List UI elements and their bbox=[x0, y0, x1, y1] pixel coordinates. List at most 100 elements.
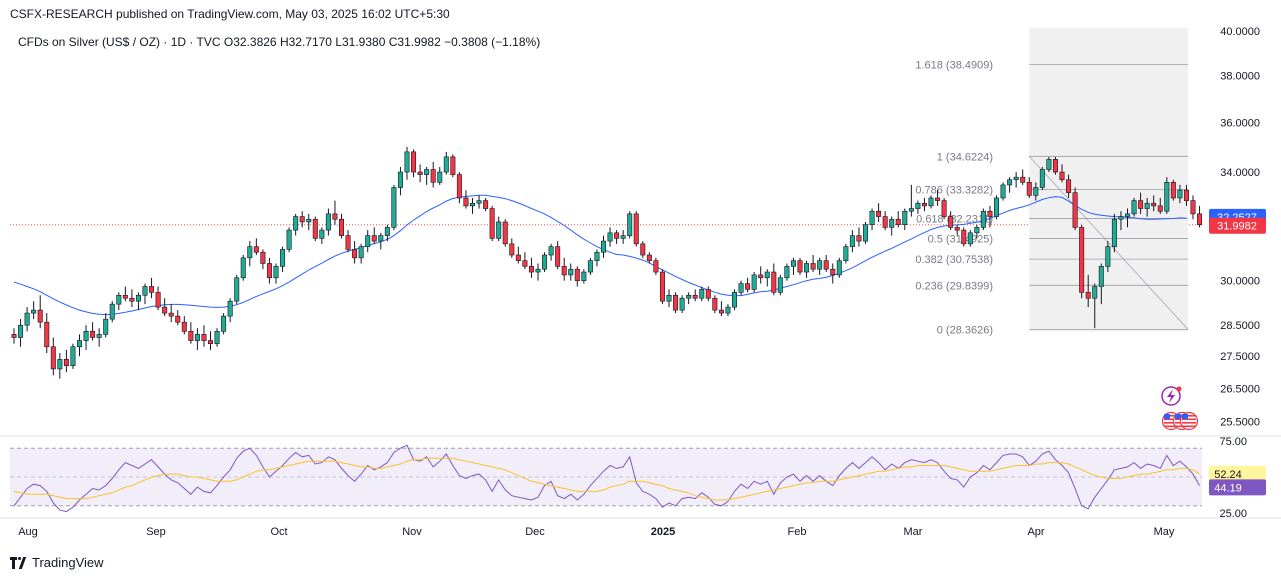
candle bbox=[908, 184, 914, 217]
candle bbox=[345, 230, 351, 253]
candle bbox=[849, 230, 855, 253]
rsi-ma-value-label: 52.24 bbox=[1214, 469, 1242, 481]
candle bbox=[155, 286, 161, 311]
y-tick-label: 30.0000 bbox=[1220, 276, 1260, 288]
candle-body bbox=[496, 221, 502, 239]
ma-layer bbox=[13, 194, 1187, 316]
candle-body bbox=[862, 224, 868, 242]
candle bbox=[1111, 213, 1117, 253]
candle-body bbox=[967, 232, 973, 245]
candle bbox=[974, 224, 980, 239]
candle bbox=[77, 334, 83, 357]
candle bbox=[561, 257, 567, 281]
candle bbox=[168, 304, 174, 323]
candle-body bbox=[44, 321, 50, 348]
candle bbox=[109, 301, 115, 323]
candle-body bbox=[528, 266, 534, 273]
candle bbox=[319, 227, 325, 244]
candle bbox=[921, 197, 927, 212]
candle-body bbox=[443, 156, 449, 173]
candle-body bbox=[129, 297, 135, 302]
candle-body bbox=[371, 235, 377, 242]
candle bbox=[463, 190, 469, 209]
candle-body bbox=[1190, 200, 1196, 215]
candle-body bbox=[260, 251, 266, 264]
candle-body bbox=[921, 202, 927, 207]
candle bbox=[712, 295, 718, 314]
candle-body bbox=[1157, 205, 1163, 212]
candle bbox=[1033, 182, 1039, 201]
candle bbox=[745, 277, 751, 293]
low-value: L31.9380 bbox=[335, 35, 386, 49]
candle-body bbox=[188, 331, 194, 341]
candle-body bbox=[345, 235, 351, 250]
candle bbox=[666, 289, 672, 308]
candle-body bbox=[116, 294, 122, 305]
lightning-icon bbox=[1161, 386, 1182, 406]
candle bbox=[980, 208, 986, 231]
candle bbox=[876, 203, 882, 222]
candle bbox=[646, 252, 652, 264]
x-tick-label: 2025 bbox=[651, 526, 675, 538]
candle bbox=[1039, 166, 1045, 191]
candle-body bbox=[424, 169, 430, 175]
candle-body bbox=[109, 303, 115, 320]
candle-body bbox=[718, 309, 724, 314]
candle-body bbox=[332, 213, 338, 220]
footer-brand[interactable]: TradingView bbox=[10, 555, 104, 570]
candle bbox=[83, 325, 89, 350]
candle bbox=[686, 292, 692, 305]
candle-body bbox=[430, 169, 436, 183]
candle bbox=[869, 208, 875, 231]
candle-body bbox=[155, 292, 161, 308]
candle-body bbox=[882, 216, 888, 228]
candle bbox=[836, 257, 842, 278]
candle bbox=[37, 295, 43, 329]
candle bbox=[397, 166, 403, 196]
candle bbox=[437, 166, 443, 185]
candle bbox=[679, 295, 685, 314]
candle bbox=[587, 257, 593, 275]
candle-body bbox=[836, 260, 842, 276]
candle bbox=[162, 298, 168, 317]
candle bbox=[1059, 164, 1065, 183]
candle bbox=[247, 241, 253, 267]
candle-body bbox=[273, 266, 279, 279]
candle-body bbox=[77, 340, 83, 348]
candle-body bbox=[771, 271, 777, 293]
last-price-label-bg bbox=[1209, 217, 1266, 234]
candle-body bbox=[935, 197, 941, 201]
candle-body bbox=[50, 346, 56, 370]
rsi-ma-value-bg bbox=[1209, 465, 1266, 482]
candle-body bbox=[1183, 189, 1189, 201]
candle bbox=[574, 266, 580, 287]
candle-body bbox=[31, 309, 37, 314]
candle bbox=[889, 216, 895, 236]
candle-body bbox=[135, 294, 141, 302]
candle-body bbox=[417, 171, 423, 175]
candle-body bbox=[411, 151, 417, 173]
candle bbox=[1105, 241, 1111, 273]
x-tick-label: Feb bbox=[788, 526, 807, 538]
candle bbox=[116, 292, 122, 311]
candle-body bbox=[168, 312, 174, 317]
candle-body bbox=[437, 171, 443, 183]
fibonacci-level-label: 0 (28.3626) bbox=[937, 324, 993, 336]
candle-body bbox=[194, 334, 200, 341]
candle-body bbox=[476, 200, 482, 204]
candle-body bbox=[607, 232, 613, 242]
candle bbox=[620, 230, 626, 244]
candle bbox=[705, 286, 711, 302]
x-tick-label: Aug bbox=[18, 526, 38, 538]
candle-body bbox=[915, 202, 921, 209]
candle-body bbox=[666, 294, 672, 302]
candle-body bbox=[1020, 176, 1026, 183]
candle bbox=[260, 249, 266, 270]
candle bbox=[63, 349, 69, 373]
candle bbox=[928, 195, 934, 209]
candle bbox=[1072, 187, 1078, 231]
footer-brand-label: TradingView bbox=[32, 555, 104, 570]
us-flag-canton bbox=[1182, 414, 1188, 419]
us-flag-stripe bbox=[1182, 418, 1196, 421]
